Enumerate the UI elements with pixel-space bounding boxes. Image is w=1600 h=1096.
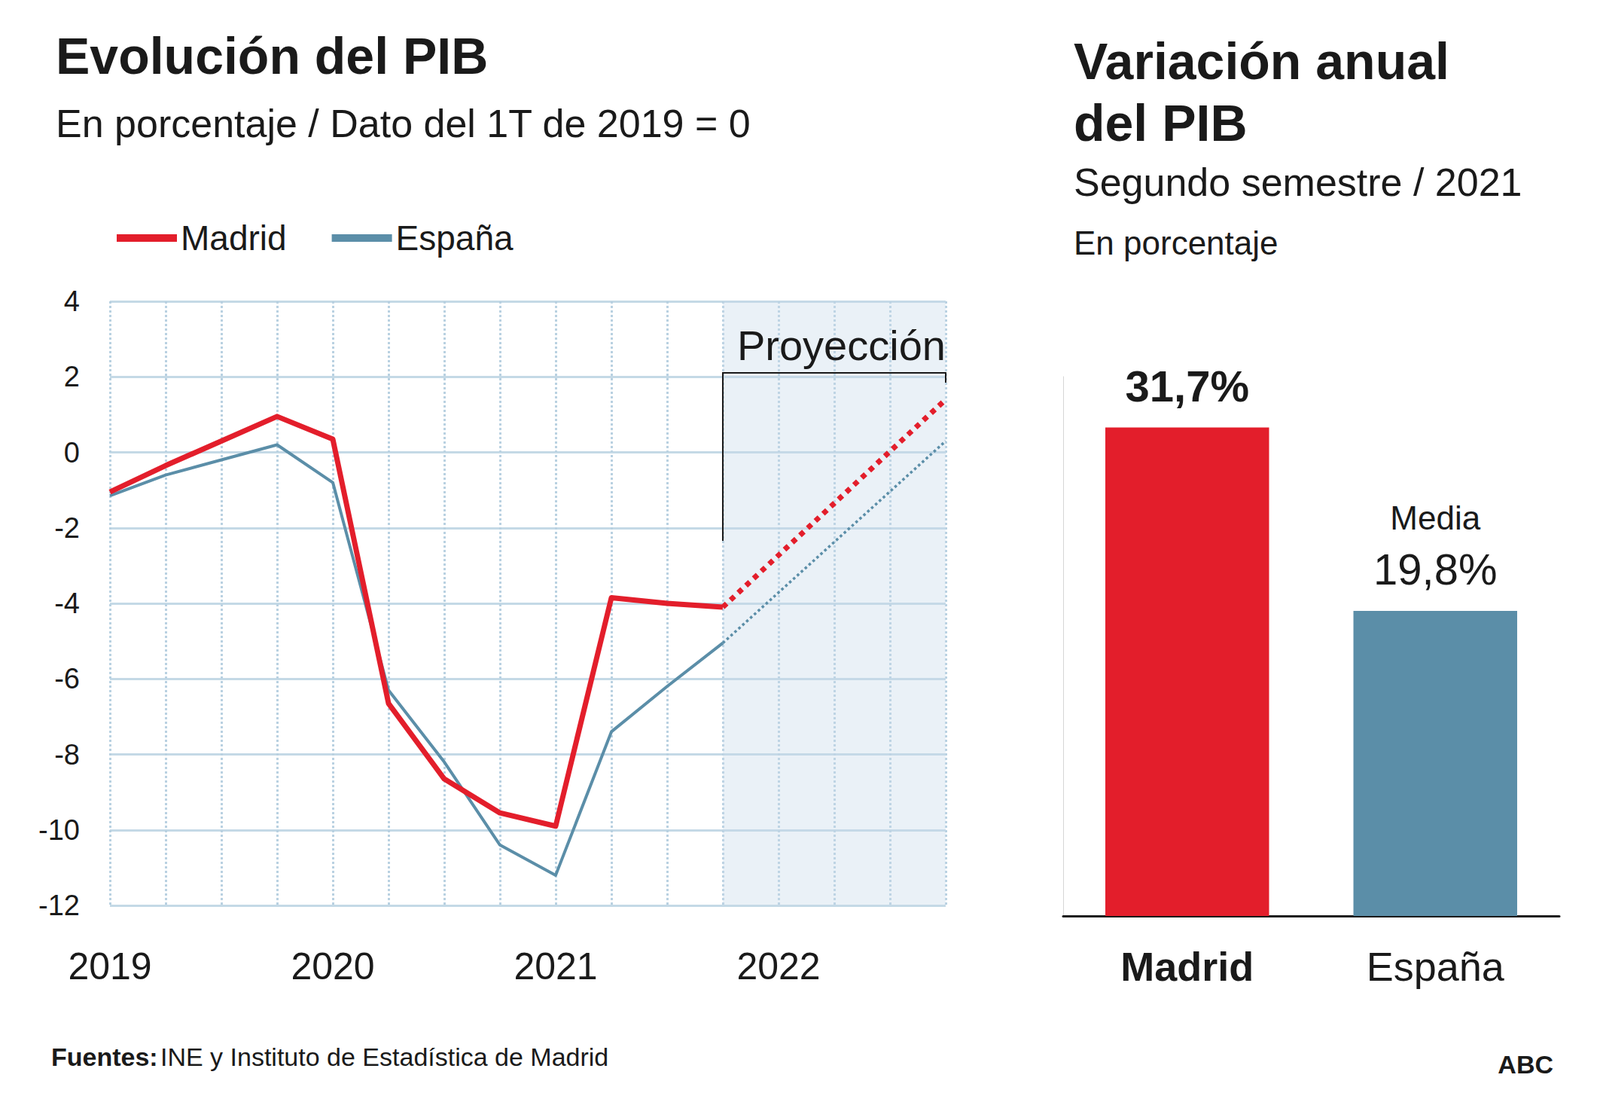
svg-text:2020: 2020: [290, 944, 375, 988]
svg-text:En porcentaje: En porcentaje: [1073, 224, 1279, 262]
svg-text:2019: 2019: [67, 944, 152, 988]
svg-text:2021: 2021: [513, 944, 598, 988]
svg-text:-12: -12: [38, 889, 80, 921]
svg-text:Madrid: Madrid: [1120, 943, 1254, 989]
svg-text:0: 0: [64, 436, 80, 469]
svg-text:2022: 2022: [736, 944, 820, 988]
svg-text:19,8%: 19,8%: [1373, 544, 1497, 594]
svg-text:-8: -8: [54, 738, 80, 771]
svg-text:Media: Media: [1389, 499, 1481, 537]
svg-text:-10: -10: [38, 813, 80, 846]
svg-text:-4: -4: [54, 587, 80, 619]
svg-text:31,7%: 31,7%: [1125, 361, 1250, 411]
svg-text:Fuentes:: Fuentes:: [51, 1042, 159, 1071]
svg-text:España: España: [396, 218, 514, 258]
svg-text:2: 2: [64, 360, 80, 393]
svg-text:-2: -2: [54, 512, 80, 544]
svg-text:Evolución del PIB: Evolución del PIB: [55, 27, 488, 85]
svg-text:En porcentaje / Dato del 1T de: En porcentaje / Dato del 1T de 2019 = 0: [55, 101, 751, 146]
svg-text:España: España: [1366, 943, 1506, 989]
svg-text:INE y Instituto de Estadística: INE y Instituto de Estadística de Madrid: [160, 1042, 609, 1071]
svg-text:ABC: ABC: [1497, 1049, 1554, 1079]
svg-text:Variación anual: Variación anual: [1073, 32, 1464, 90]
svg-text:Proyección: Proyección: [737, 321, 946, 369]
svg-text:del PIB: del PIB: [1073, 94, 1248, 152]
svg-text:Madrid: Madrid: [180, 218, 287, 258]
svg-text:4: 4: [64, 285, 80, 317]
svg-text:Segundo semestre / 2021: Segundo semestre / 2021: [1073, 160, 1523, 205]
svg-text:-6: -6: [54, 662, 80, 695]
